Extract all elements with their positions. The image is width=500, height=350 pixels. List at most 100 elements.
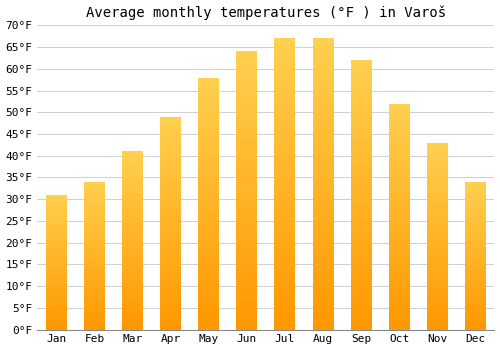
Bar: [160, 325, 181, 330]
Bar: [312, 283, 334, 289]
Bar: [389, 131, 409, 135]
Bar: [122, 155, 143, 159]
Bar: [350, 233, 372, 238]
Bar: [198, 274, 220, 279]
Bar: [46, 292, 67, 295]
Bar: [160, 181, 181, 185]
Bar: [389, 226, 409, 230]
Bar: [198, 269, 220, 274]
Bar: [350, 65, 372, 71]
Bar: [312, 68, 334, 74]
Bar: [312, 155, 334, 161]
Bar: [350, 281, 372, 286]
Bar: [312, 62, 334, 68]
Bar: [84, 265, 105, 267]
Bar: [84, 267, 105, 271]
Bar: [274, 213, 295, 219]
Bar: [236, 240, 258, 246]
Bar: [236, 118, 258, 124]
Bar: [236, 318, 258, 324]
Bar: [160, 193, 181, 197]
Bar: [236, 113, 258, 118]
Bar: [122, 319, 143, 322]
Bar: [236, 79, 258, 85]
Bar: [160, 300, 181, 304]
Bar: [312, 266, 334, 271]
Bar: [427, 270, 448, 273]
Bar: [84, 191, 105, 194]
Bar: [198, 113, 220, 118]
Bar: [389, 289, 409, 293]
Bar: [84, 309, 105, 312]
Bar: [122, 162, 143, 166]
Bar: [274, 120, 295, 126]
Bar: [236, 102, 258, 107]
Bar: [84, 279, 105, 282]
Bar: [389, 316, 409, 321]
Bar: [274, 306, 295, 312]
Bar: [160, 121, 181, 125]
Bar: [122, 255, 143, 258]
Bar: [427, 326, 448, 330]
Bar: [465, 211, 486, 214]
Bar: [198, 198, 220, 204]
Bar: [236, 274, 258, 280]
Bar: [274, 38, 295, 44]
Bar: [389, 203, 409, 208]
Bar: [46, 241, 67, 243]
Bar: [122, 194, 143, 198]
Bar: [389, 104, 409, 108]
Bar: [427, 176, 448, 180]
Bar: [160, 219, 181, 223]
Bar: [274, 271, 295, 277]
Bar: [122, 280, 143, 283]
Bar: [427, 255, 448, 259]
Bar: [465, 232, 486, 235]
Bar: [427, 158, 448, 161]
Bar: [122, 237, 143, 240]
Bar: [198, 204, 220, 209]
Bar: [46, 235, 67, 238]
Bar: [427, 307, 448, 311]
Bar: [465, 182, 486, 185]
Bar: [427, 203, 448, 206]
Bar: [160, 146, 181, 151]
Bar: [236, 96, 258, 101]
Bar: [160, 321, 181, 325]
Bar: [46, 246, 67, 249]
Bar: [122, 315, 143, 319]
Bar: [122, 169, 143, 173]
Bar: [465, 188, 486, 191]
Bar: [46, 286, 67, 289]
Bar: [274, 132, 295, 138]
Bar: [198, 294, 220, 299]
Bar: [312, 120, 334, 126]
Bar: [312, 324, 334, 330]
Bar: [122, 223, 143, 226]
Bar: [236, 246, 258, 252]
Bar: [427, 188, 448, 191]
Bar: [122, 294, 143, 298]
Bar: [389, 144, 409, 149]
Bar: [198, 123, 220, 128]
Bar: [465, 303, 486, 306]
Bar: [350, 211, 372, 216]
Bar: [46, 313, 67, 316]
Bar: [427, 288, 448, 292]
Bar: [122, 216, 143, 219]
Bar: [236, 140, 258, 146]
Bar: [46, 295, 67, 297]
Bar: [160, 279, 181, 283]
Bar: [122, 205, 143, 209]
Bar: [465, 185, 486, 188]
Bar: [427, 236, 448, 240]
Bar: [46, 219, 67, 222]
Bar: [465, 321, 486, 324]
Bar: [46, 322, 67, 324]
Bar: [350, 206, 372, 211]
Bar: [465, 250, 486, 253]
Bar: [274, 79, 295, 85]
Bar: [122, 262, 143, 265]
Bar: [46, 319, 67, 322]
Bar: [198, 183, 220, 188]
